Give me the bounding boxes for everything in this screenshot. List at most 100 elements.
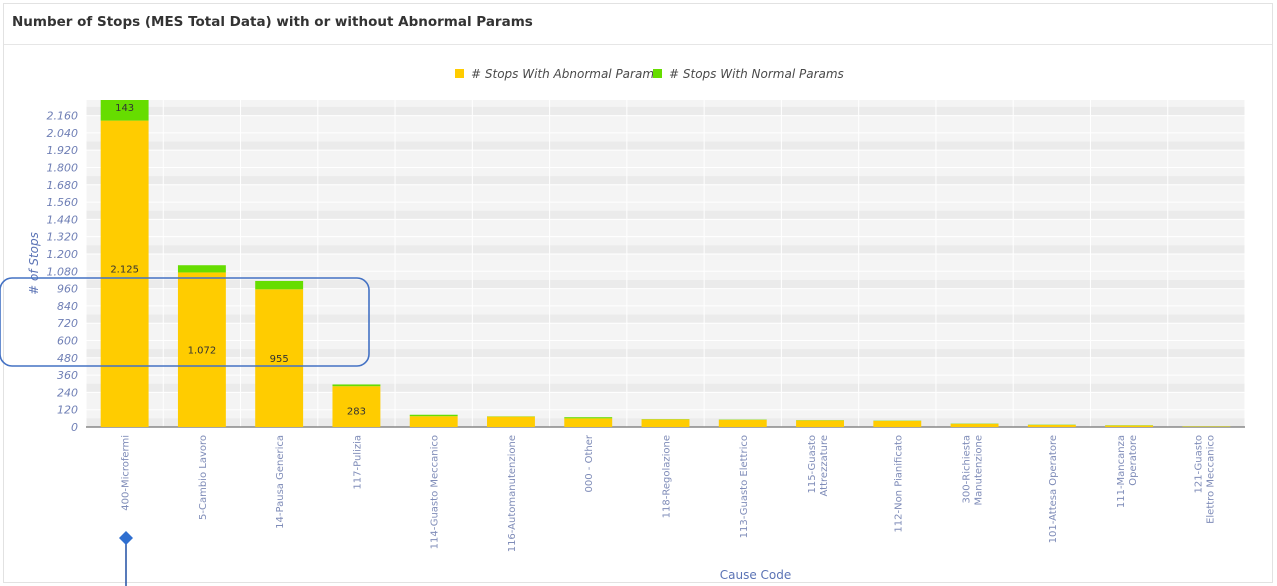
y-tick-label: 1.560 — [47, 196, 79, 209]
pointer-diamond — [119, 531, 133, 545]
bar-abnormal[interactable] — [255, 289, 304, 427]
bar-abnormal[interactable] — [641, 419, 690, 427]
svg-text:Operatore: Operatore — [1128, 435, 1139, 486]
bar-data-label: 1.072 — [188, 346, 217, 357]
x-tick-label: 113-Guasto Elettrico — [739, 435, 750, 538]
svg-text:117-Pulizia: 117-Pulizia — [352, 435, 363, 490]
legend-swatch — [455, 69, 464, 78]
y-tick-label: 480 — [57, 352, 78, 365]
bar-normal[interactable] — [564, 417, 613, 419]
bar-abnormal[interactable] — [1105, 425, 1154, 427]
svg-text:5-Cambio Lavoro: 5-Cambio Lavoro — [198, 435, 209, 520]
legend-item[interactable]: # Stops With Abnormal Params — [471, 67, 660, 81]
svg-text:Manutenzione: Manutenzione — [974, 435, 985, 505]
legend: # Stops With Abnormal Params # Stops With… — [455, 67, 844, 81]
x-tick-label: 121-Guasto Elettro Meccanico — [1193, 435, 1216, 524]
grid-band — [86, 314, 1245, 324]
svg-text:113-Guasto Elettrico: 113-Guasto Elettrico — [739, 435, 750, 538]
x-tick-label: 400-Microfermi — [121, 435, 132, 511]
bar-abnormal[interactable] — [409, 416, 458, 427]
bar-data-label: 283 — [347, 407, 366, 418]
y-tick-label: 1.440 — [47, 213, 79, 226]
x-tick-label: 116-Automanutenzione — [507, 435, 518, 552]
x-tick-label: 114-Guasto Meccanico — [430, 435, 441, 549]
bar-normal[interactable] — [255, 280, 304, 290]
y-tick-label: 840 — [57, 300, 78, 313]
bar-data-label: 2.125 — [110, 265, 139, 276]
highlight-box — [0, 277, 370, 367]
svg-text:116-Automanutenzione: 116-Automanutenzione — [507, 435, 518, 552]
x-tick-label: 111-Mancanza Operatore — [1116, 435, 1139, 508]
svg-text:Elettro Meccanico: Elettro Meccanico — [1205, 435, 1216, 524]
y-tick-label: 1.320 — [47, 231, 79, 244]
svg-text:400-Microfermi: 400-Microfermi — [121, 435, 132, 511]
svg-text:300-Richiesta: 300-Richiesta — [962, 435, 973, 503]
bar-abnormal[interactable] — [796, 420, 844, 427]
x-tick-label: 101-Attesa Operatore — [1048, 435, 1059, 543]
y-tick-label: 0 — [71, 421, 78, 434]
bar-abnormal[interactable] — [950, 423, 999, 427]
bar-data-label: 143 — [115, 103, 134, 114]
x-tick-label: 112-Non Pianificato — [893, 435, 904, 533]
x-tick-label: 118-Regolazione — [662, 435, 673, 518]
y-tick-label: 960 — [57, 283, 78, 296]
bar-abnormal[interactable] — [873, 420, 922, 427]
y-axis-label: # of Stops — [27, 232, 41, 295]
legend-item[interactable]: # Stops With Normal Params — [669, 67, 844, 81]
panel-header: Number of Stops (MES Total Data) with or… — [4, 4, 1272, 45]
grid-band — [86, 106, 1245, 116]
y-tick-label: 360 — [57, 369, 78, 382]
y-tick-label: 1.920 — [47, 144, 79, 157]
bar-normal[interactable] — [409, 414, 458, 417]
x-tick-label: 117-Pulizia — [352, 435, 363, 490]
x-tick-label: 300-Richiesta Manutenzione — [962, 435, 985, 505]
bar-abnormal[interactable] — [487, 416, 535, 427]
plot-area: 0 120 240 360 480 600 720 840 960 1.080 1.200 1.320… — [27, 100, 1246, 582]
bar-abnormal[interactable] — [177, 272, 226, 427]
grid-band — [86, 383, 1245, 393]
bar-abnormal[interactable] — [718, 419, 767, 427]
x-tick-label: 115-Guasto Attrezzature — [807, 435, 830, 496]
bar-normal[interactable] — [332, 384, 381, 387]
bar-normal[interactable] — [100, 100, 149, 121]
bar-data-label: 955 — [270, 354, 289, 365]
y-tick-label: 720 — [57, 317, 78, 330]
grid-band — [86, 279, 1245, 289]
y-tick-label: 240 — [57, 386, 78, 399]
grid-band — [86, 141, 1245, 151]
bar-abnormal[interactable] — [1027, 424, 1076, 427]
y-tick-label: 120 — [57, 404, 78, 417]
svg-text:000 - Other: 000 - Other — [584, 434, 595, 492]
y-tick-label: 2.160 — [47, 110, 79, 123]
y-tick-label: 1.080 — [47, 265, 79, 278]
x-axis-label: Cause Code — [720, 568, 792, 582]
annotation-overlay — [0, 277, 370, 586]
svg-text:112-Non Pianificato: 112-Non Pianificato — [893, 435, 904, 533]
x-tick-label: 000 - Other — [584, 434, 595, 492]
bar-abnormal[interactable] — [564, 418, 613, 427]
svg-text:118-Regolazione: 118-Regolazione — [662, 435, 673, 518]
bar-abnormal[interactable] — [100, 120, 149, 427]
bar-abnormal[interactable] — [332, 386, 381, 427]
svg-text:111-Mancanza: 111-Mancanza — [1116, 435, 1127, 508]
svg-text:Attrezzature: Attrezzature — [819, 435, 830, 496]
x-tick-label: 14-Pausa Generica — [275, 435, 286, 529]
grid-band — [86, 176, 1245, 185]
svg-text:14-Pausa Generica: 14-Pausa Generica — [275, 435, 286, 529]
y-tick-label: 600 — [57, 334, 78, 347]
svg-text:114-Guasto Meccanico: 114-Guasto Meccanico — [430, 435, 441, 549]
svg-text:101-Attesa Operatore: 101-Attesa Operatore — [1048, 435, 1059, 543]
grid-band — [86, 210, 1245, 220]
svg-text:115-Guasto: 115-Guasto — [807, 435, 818, 494]
y-tick-label: 1.800 — [47, 161, 79, 174]
grid-band — [86, 245, 1245, 254]
bar-normal[interactable] — [177, 265, 226, 273]
x-tick-label: 5-Cambio Lavoro — [198, 435, 209, 520]
panel-title: Number of Stops (MES Total Data) with or… — [12, 14, 533, 30]
svg-text:121-Guasto: 121-Guasto — [1193, 435, 1204, 494]
legend-swatch — [653, 69, 662, 78]
y-tick-label: 1.680 — [47, 179, 79, 192]
y-tick-label: 1.200 — [47, 248, 79, 261]
grid-band — [86, 349, 1245, 358]
